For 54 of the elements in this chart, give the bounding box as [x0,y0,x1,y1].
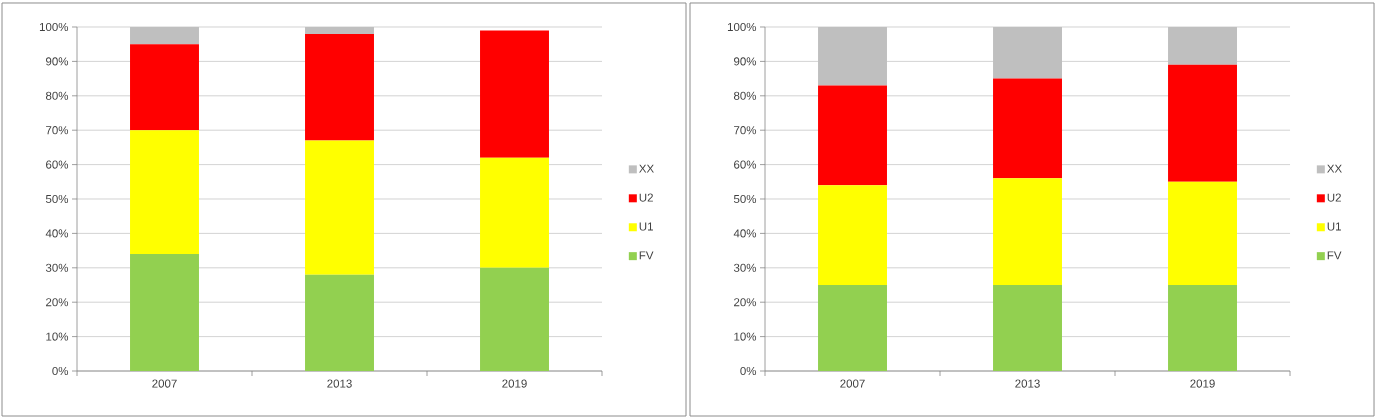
bar [1168,64,1237,182]
x-tick-label: 2019 [502,379,527,388]
y-tick-label: 90% [734,57,757,66]
bar [130,130,199,255]
y-tick-label: 10% [734,332,757,341]
legend-label: U1 [639,222,653,231]
x-tick-label: 2007 [840,379,865,388]
y-tick-label: 10% [46,332,69,341]
bar [1168,181,1237,285]
y-tick-label: 80% [733,91,757,100]
y-tick-label: 70% [734,126,757,135]
y-tick-label: 100% [727,22,757,32]
bar [305,33,374,141]
y-tick-label: 0% [740,366,757,376]
bar [305,140,374,275]
bar [480,267,549,371]
x-tick-label: 2013 [1015,379,1040,388]
y-tick-label: 30% [45,263,69,272]
y-tick-label: 100% [39,22,69,32]
y-tick-label: 50% [45,194,69,204]
y-tick-label: 70% [46,126,69,135]
x-tick-label: 2007 [152,379,177,388]
bar [480,30,549,158]
y-tick-label: 0% [52,366,69,376]
bar [818,285,887,371]
legend-label: FV [1327,251,1342,260]
bar [130,44,199,131]
bar [993,285,1062,371]
x-tick-label: 2019 [1190,379,1215,388]
legend-label: U2 [1327,193,1341,202]
y-tick-label: 80% [45,91,69,100]
y-tick-label: 20% [734,298,757,307]
bar [818,185,887,285]
y-tick-label: 20% [46,298,69,307]
bar [1168,285,1237,371]
bar [130,254,199,371]
legend-label: XX [1327,164,1342,173]
legend-label: FV [639,251,654,260]
x-tick-label: 2013 [327,379,352,388]
y-tick-label: 60% [734,160,757,169]
bar [480,157,549,268]
y-tick-label: 90% [46,57,69,66]
y-tick-label: 40% [45,229,69,238]
y-tick-label: 40% [733,229,757,238]
y-tick-label: 60% [46,160,69,169]
legend-label: U1 [1327,222,1341,231]
bar [818,85,887,186]
y-tick-label: 30% [733,263,757,272]
bar [993,78,1062,179]
legend-label: XX [639,164,654,173]
bar [305,274,374,371]
legend-label: U2 [639,193,653,202]
y-tick-label: 50% [733,194,757,204]
bar [993,178,1062,285]
